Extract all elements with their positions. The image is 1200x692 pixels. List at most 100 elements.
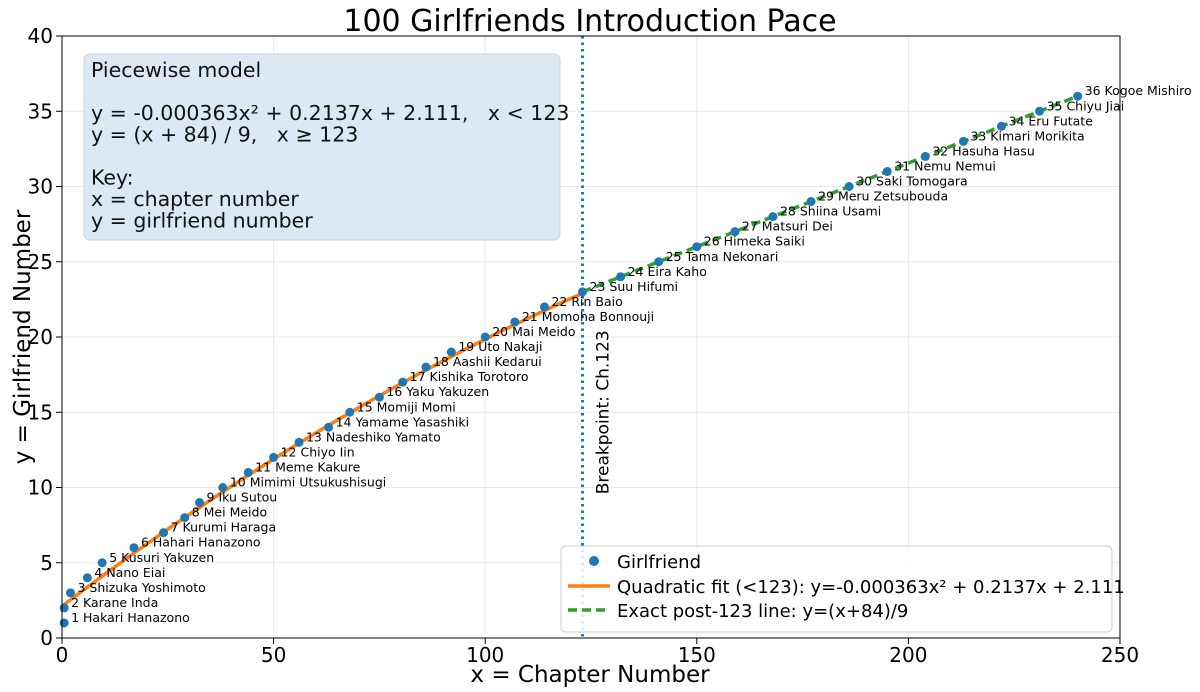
legend-label-girlfriend: Girlfriend — [617, 552, 701, 573]
x-axis-label: x = Chapter Number — [470, 662, 710, 688]
model-box-line: y = (x + 84) / 9, x ≥ 123 — [91, 123, 358, 147]
data-point — [218, 483, 228, 492]
y-tick-label: 10 — [28, 476, 53, 500]
point-label: 33 Kimari Morikita — [970, 128, 1084, 143]
model-box-bg — [83, 53, 561, 241]
point-label: 15 Momiji Momi — [357, 399, 456, 414]
y-tick-label: 40 — [28, 24, 53, 48]
y-tick-label: 0 — [40, 626, 53, 650]
data-point — [324, 422, 334, 432]
point-label: 19 Uto Nakaji — [458, 339, 542, 354]
point-label: 8 Mei Meido — [192, 505, 267, 520]
y-tick-label: 25 — [28, 250, 53, 274]
chart-title: 100 Girlfriends Introduction Pace — [343, 4, 836, 39]
y-axis-label: y = Girlfriend Number — [10, 209, 36, 464]
legend-frame — [560, 545, 1113, 633]
legend-marker-girlfriend — [589, 556, 599, 566]
point-label: 28 Shiina Usami — [780, 204, 881, 219]
y-tick-label: 30 — [28, 175, 53, 199]
model-box-line: Key: — [91, 166, 134, 190]
data-point — [195, 498, 205, 508]
point-label: 5 Kusuri Yakuzen — [109, 550, 214, 565]
data-point — [446, 347, 456, 357]
data-point — [997, 121, 1007, 131]
legend-label-quadratic: Quadratic fit (<123): y=-0.000363x² + 0.… — [617, 577, 1125, 598]
point-label: 1 Hakari Hanazono — [71, 610, 190, 625]
point-label: 13 Nadeshiko Yamato — [306, 429, 441, 444]
data-point — [654, 257, 664, 267]
data-point — [730, 227, 740, 237]
legend: Girlfriend Quadratic fit (<123): y=-0.00… — [560, 545, 1125, 633]
point-label: 21 Momoha Bonnouji — [522, 309, 654, 324]
data-point — [616, 272, 626, 282]
model-box-line: x = chapter number — [91, 187, 299, 211]
data-point — [480, 332, 490, 342]
data-point — [692, 242, 702, 252]
point-label: 12 Chiyo Iin — [281, 444, 355, 459]
point-label: 35 Chiyu Jiai — [1047, 98, 1125, 113]
data-point — [180, 513, 190, 523]
point-label: 17 Kishika Torotoro — [410, 369, 529, 384]
points — [59, 91, 1083, 628]
model-box: Piecewise model y = -0.000363x² + 0.2137x… — [83, 53, 569, 241]
breakpoint-label: Breakpoint: Ch.123 — [594, 330, 614, 494]
data-point — [578, 287, 588, 297]
point-label: 16 Yaku Yakuzen — [386, 384, 489, 399]
point-label: 18 Aashii Kedarui — [433, 354, 542, 369]
data-point — [345, 407, 355, 417]
data-point — [958, 136, 968, 146]
point-label: 36 Kogoe Mishiro — [1085, 83, 1192, 98]
data-point — [243, 467, 253, 477]
point-label: 4 Nano Eiai — [94, 565, 165, 580]
data-point — [294, 437, 304, 447]
point-label: 10 Mimimi Utsukushisugi — [230, 475, 386, 490]
point-label: 23 Suu Hifumi — [590, 279, 678, 294]
x-tick-label: 200 — [889, 643, 927, 667]
point-label: 11 Meme Kakure — [255, 459, 360, 474]
data-point — [539, 302, 549, 312]
point-label: 34 Eru Futate — [1009, 113, 1094, 128]
data-point — [920, 151, 930, 161]
x-tick-label: 50 — [261, 643, 286, 667]
x-tick-label: 150 — [678, 643, 716, 667]
model-box-line: y = girlfriend number — [91, 209, 313, 233]
data-point — [1035, 106, 1045, 116]
y-tick-label: 5 — [40, 551, 53, 575]
data-point — [269, 452, 279, 462]
data-point — [374, 392, 384, 402]
data-point — [806, 197, 816, 207]
point-label: 26 Himeka Saiki — [704, 234, 805, 249]
point-label: 14 Yamame Yasashiki — [336, 414, 470, 429]
data-point — [97, 558, 107, 568]
y-tick-label: 15 — [28, 400, 53, 424]
axis-ticks: 0 50 100 150 200 250 0 5 10 15 20 25 30 35 40 — [28, 24, 1140, 667]
point-label: 20 Mai Meido — [492, 324, 575, 339]
model-box-line: y = -0.000363x² + 0.2137x + 2.111, x < 1… — [91, 101, 569, 125]
data-point — [159, 528, 169, 538]
data-point — [768, 212, 778, 222]
data-point — [398, 377, 408, 387]
point-label: 29 Meru Zetsubouda — [818, 189, 948, 204]
quadratic-fit-line — [60, 291, 584, 608]
y-tick-label: 35 — [28, 99, 53, 123]
point-label: 32 Hasuha Hasu — [932, 143, 1034, 158]
data-point — [421, 362, 431, 372]
point-label: 25 Tama Nekonari — [666, 249, 779, 264]
model-box-line: Piecewise model — [91, 58, 261, 82]
x-tick-label: 100 — [466, 643, 504, 667]
data-point — [65, 588, 75, 598]
point-label: 9 Iku Sutou — [207, 490, 278, 505]
x-tick-label: 250 — [1101, 643, 1139, 667]
point-label: 30 Saki Tomogara — [856, 174, 968, 189]
data-point — [59, 618, 69, 628]
data-point — [129, 543, 139, 553]
exact-post-123-line — [581, 94, 1079, 294]
point-label: 3 Shizuka Yoshimoto — [77, 580, 205, 595]
x-tick-label: 0 — [56, 643, 69, 667]
y-tick-label: 20 — [28, 325, 53, 349]
legend-label-exact: Exact post-123 line: y=(x+84)/9 — [617, 601, 908, 622]
data-point — [882, 166, 892, 176]
data-point — [1073, 91, 1083, 101]
point-label: 2 Karane Inda — [71, 595, 158, 610]
